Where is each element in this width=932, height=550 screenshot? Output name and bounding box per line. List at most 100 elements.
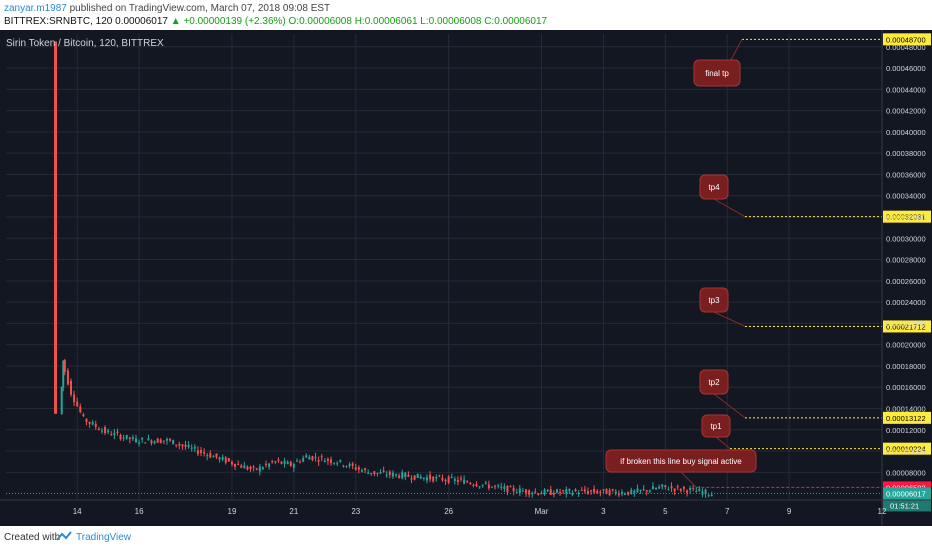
y-tick-label: 0.00044000 (886, 85, 926, 94)
candle-body (689, 488, 692, 490)
candle-body (602, 489, 605, 491)
candle-body (670, 486, 673, 489)
candle-body (497, 485, 500, 487)
publish-info: published on TradingView.com, March 07, … (69, 3, 331, 14)
y-tick-label: 0.00036000 (886, 170, 926, 179)
callout-box[interactable] (605, 449, 757, 473)
candle-body (661, 484, 664, 487)
candle-body (138, 442, 141, 444)
candle-body (60, 386, 63, 414)
candle-body (116, 431, 119, 434)
candle-body (645, 490, 648, 492)
candle-body (178, 443, 181, 446)
candles (54, 41, 713, 498)
callout-pointer (713, 311, 746, 327)
candle-body (153, 441, 156, 444)
callout-box[interactable] (699, 369, 729, 395)
candle-body (82, 414, 85, 417)
candle-body (196, 450, 199, 454)
candle-body (450, 476, 453, 478)
footer: Created with TradingView (0, 526, 932, 550)
candle-body (342, 465, 345, 467)
callout-box[interactable] (701, 414, 731, 438)
symbol-info: BITTREX:SRNBTC, 120 0.00006017 (4, 16, 168, 27)
time-axis: 14 16 19 21 23 26 Mar 3 5 7 9 12 (0, 499, 932, 516)
candle-body (422, 477, 425, 479)
candle-body (456, 479, 459, 482)
candle-body (104, 427, 107, 434)
candle-body (685, 490, 688, 493)
candle-body (401, 472, 404, 479)
candle-body (190, 447, 193, 449)
candle-body (357, 467, 360, 470)
candle-body (466, 481, 469, 483)
candle-body (370, 472, 373, 475)
y-tick-label: 0.00024000 (886, 298, 926, 307)
candle-body (295, 460, 298, 462)
callout-box[interactable] (693, 59, 741, 87)
created-with-label: Created with (4, 532, 61, 543)
y-tick-label: 0.00022000 (886, 319, 926, 328)
callout-box[interactable] (699, 287, 729, 313)
candle-body (230, 461, 233, 465)
candle-body (162, 440, 165, 442)
candle-body (227, 458, 230, 462)
price-chart[interactable]: 0.00048700 0.00032031 0.00021712 0.00013122… (0, 30, 932, 526)
candle-body (655, 488, 658, 490)
candle-body (379, 472, 382, 474)
candle-body (642, 489, 645, 491)
candle-body (599, 491, 602, 493)
candle-body (586, 491, 589, 494)
candle-body (432, 476, 435, 482)
level-price-label: 0.00013122 (886, 414, 926, 423)
candle-body (317, 460, 320, 462)
candle-body (100, 430, 103, 432)
candle-body (590, 490, 593, 492)
candle-body (593, 488, 596, 493)
candle-body (169, 439, 172, 441)
level-price-tag (883, 320, 931, 333)
callout-label: tp1 (710, 422, 722, 431)
candle-body (274, 461, 277, 463)
candle-body (76, 401, 79, 407)
candle-body (128, 437, 131, 440)
candle-body (73, 394, 76, 403)
candle-body (490, 486, 493, 488)
candle-body (605, 488, 608, 495)
candle-body (255, 468, 258, 470)
chart-area[interactable]: 0.00048700 0.00032031 0.00021712 0.00013122… (0, 30, 932, 526)
symbol-line: BITTREX:SRNBTC, 120 0.00006017 ▲ +0.0000… (4, 16, 547, 27)
callout-pointer (680, 471, 697, 488)
candle-body (391, 472, 394, 477)
candle-body (119, 434, 122, 440)
candle-body (627, 491, 630, 495)
candle-body (97, 428, 100, 431)
candle-body (367, 472, 370, 474)
level-lines: 0.00048700 0.00032031 0.00021712 0.00013122… (6, 33, 931, 512)
candle-body (673, 488, 676, 492)
candle-body (289, 461, 292, 466)
candle-body (147, 438, 150, 441)
candle-body (237, 464, 240, 466)
callout-box[interactable] (699, 174, 729, 200)
y-tick-label: 0.00042000 (886, 107, 926, 116)
candle-body (636, 488, 639, 493)
candle-body (608, 490, 611, 496)
author-link[interactable]: zanyar.m1987 (4, 3, 67, 14)
candle-body (679, 489, 682, 491)
tradingview-brand[interactable]: TradingView (76, 532, 132, 543)
chart-title: Sirin Token / Bitcoin, 120, BITTREX (6, 38, 164, 49)
candle-body (314, 456, 317, 458)
candle-body (543, 489, 546, 495)
level-price-tag (883, 210, 931, 223)
candle-body (373, 471, 376, 475)
y-tick-label: 0.00038000 (886, 149, 926, 158)
callout-pointer (713, 393, 746, 419)
candle-body (528, 490, 531, 495)
candle-body (224, 457, 227, 463)
candle-body (698, 488, 701, 492)
candle-body (562, 490, 565, 492)
candle-body (611, 489, 614, 491)
y-tick-label: 0.00030000 (886, 234, 926, 243)
y-tick-label: 0.00008000 (886, 468, 926, 477)
